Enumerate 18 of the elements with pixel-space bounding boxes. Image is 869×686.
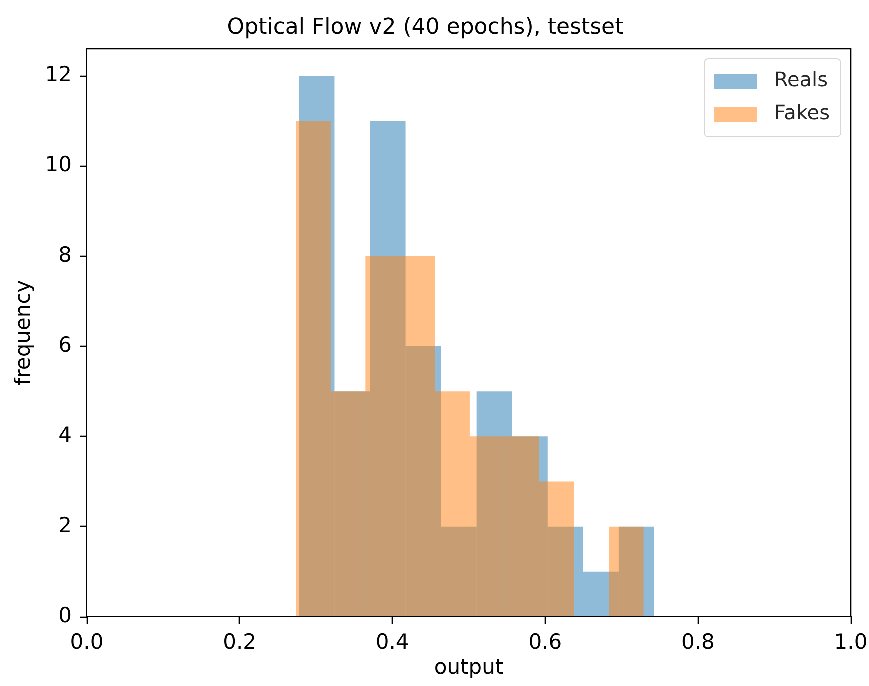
x-tick-label: 0.8 <box>681 630 715 654</box>
x-tick-label: 0.0 <box>70 630 104 654</box>
y-tick-label: 12 <box>45 62 72 86</box>
x-tick-label: 0.4 <box>376 630 410 654</box>
y-tick-label: 2 <box>58 513 72 538</box>
legend-label: Fakes <box>774 100 830 125</box>
y-tick-label: 4 <box>58 423 72 448</box>
y-tick-label: 6 <box>58 332 72 357</box>
y-axis-title: frequency <box>11 280 36 386</box>
y-tick-label: 10 <box>45 152 72 177</box>
y-tick-label: 8 <box>58 242 72 267</box>
legend-label: Reals <box>774 68 828 92</box>
x-axis-title: output <box>434 654 504 679</box>
x-tick-label: 0.2 <box>223 630 257 654</box>
x-tick-label: 0.6 <box>528 630 562 654</box>
chart-title: Optical Flow v2 (40 epochs), testset <box>227 14 624 40</box>
x-tick-label: 1.0 <box>834 630 868 654</box>
y-tick-label: 0 <box>58 603 72 628</box>
